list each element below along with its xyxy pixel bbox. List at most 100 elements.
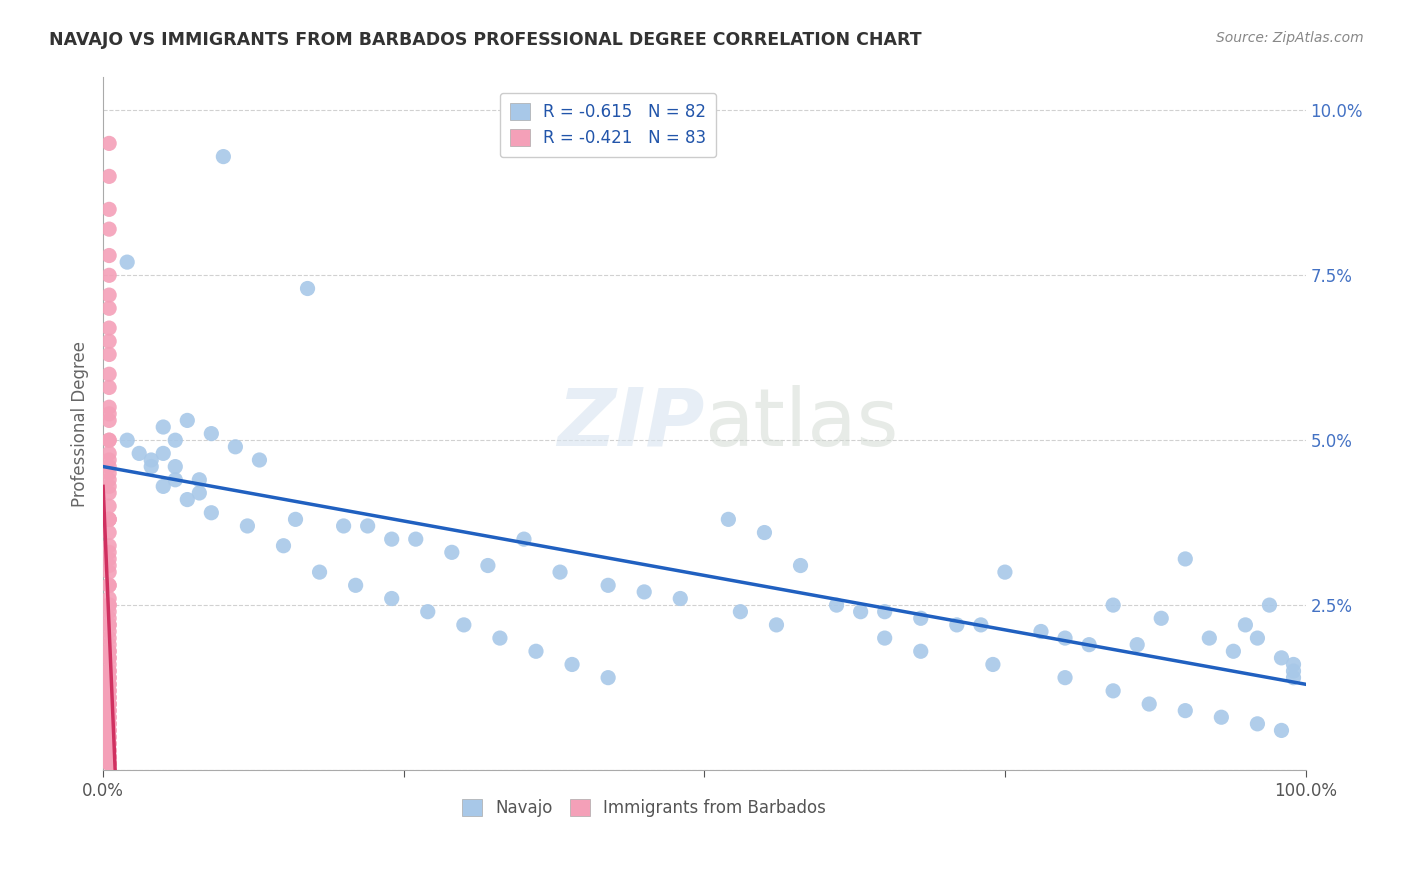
Point [825,598,848,612]
Point [98,737,121,751]
Point [98,690,121,705]
Point [1270,651,1292,665]
Point [98,605,121,619]
Point [141,453,163,467]
Point [405,532,427,546]
Point [115,434,138,448]
Point [98,380,121,394]
Point [98,578,121,592]
Point [98,598,121,612]
Point [98,248,121,262]
Point [98,268,121,283]
Point [98,743,121,757]
Point [98,651,121,665]
Point [98,749,121,764]
Point [1246,716,1268,731]
Point [1102,598,1125,612]
Point [98,657,121,672]
Point [1174,704,1197,718]
Point [98,710,121,724]
Point [98,525,121,540]
Point [548,565,571,579]
Point [98,591,121,606]
Point [730,605,752,619]
Point [98,677,121,691]
Text: NAVAJO VS IMMIGRANTS FROM BARBADOS PROFESSIONAL DEGREE CORRELATION CHART: NAVAJO VS IMMIGRANTS FROM BARBADOS PROFE… [49,31,922,49]
Point [98,368,121,382]
Point [789,558,811,573]
Point [236,519,259,533]
Point [115,255,138,269]
Point [1198,631,1220,645]
Point [200,506,222,520]
Point [98,499,121,513]
Point [98,466,121,480]
Point [98,288,121,302]
Point [98,473,121,487]
Point [98,683,121,698]
Point [98,737,121,751]
Point [98,756,121,771]
Point [98,618,121,632]
Point [128,446,150,460]
Point [1270,723,1292,738]
Point [176,413,198,427]
Point [98,730,121,744]
Point [98,512,121,526]
Point [98,539,121,553]
Point [308,565,330,579]
Point [453,618,475,632]
Point [98,749,121,764]
Point [1222,644,1244,658]
Point [981,657,1004,672]
Point [98,671,121,685]
Point [633,585,655,599]
Point [598,671,620,685]
Point [910,611,932,625]
Point [98,723,121,738]
Point [98,401,121,415]
Point [98,704,121,718]
Point [212,150,235,164]
Point [98,704,121,718]
Point [98,743,121,757]
Text: atlas: atlas [704,384,898,463]
Point [754,525,776,540]
Point [1137,697,1160,711]
Point [297,281,319,295]
Point [524,644,547,658]
Point [165,434,187,448]
Point [152,446,174,460]
Point [98,644,121,658]
Point [910,644,932,658]
Point [1053,631,1076,645]
Point [873,605,896,619]
Point [98,407,121,421]
Point [669,591,692,606]
Point [98,618,121,632]
Point [152,420,174,434]
Point [98,638,121,652]
Point [98,644,121,658]
Point [489,631,512,645]
Point [200,426,222,441]
Point [98,710,121,724]
Point [440,545,463,559]
Point [1234,618,1257,632]
Point [1282,657,1305,672]
Point [98,202,121,217]
Point [98,697,121,711]
Point [98,716,121,731]
Point [381,591,404,606]
Text: Source: ZipAtlas.com: Source: ZipAtlas.com [1216,31,1364,45]
Point [873,631,896,645]
Point [98,334,121,349]
Point [561,657,583,672]
Point [188,486,211,500]
Point [765,618,787,632]
Point [98,565,121,579]
Point [513,532,536,546]
Point [273,539,295,553]
Point [98,624,121,639]
Point [224,440,246,454]
